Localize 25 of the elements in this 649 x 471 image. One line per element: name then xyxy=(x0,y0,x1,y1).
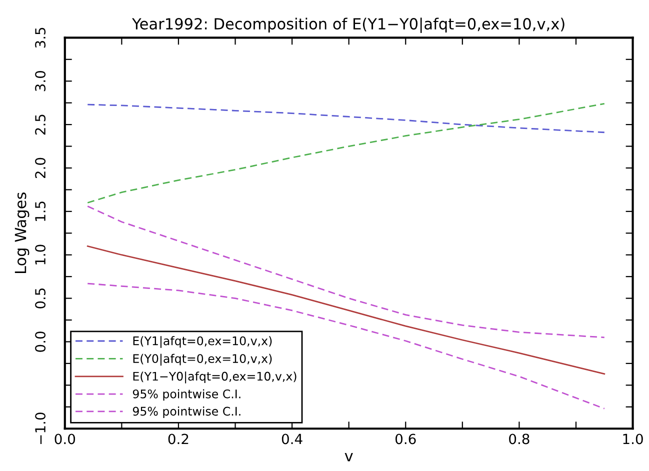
y-tick-label: 2.5 xyxy=(35,114,46,135)
legend-label: 95% pointwise C.I. xyxy=(132,406,240,418)
y-tick-label: 3.5 xyxy=(35,28,46,48)
legend-label: 95% pointwise C.I. xyxy=(132,389,240,401)
y-tick-label: 0.5 xyxy=(35,288,46,308)
x-tick-label: 0.2 xyxy=(168,434,188,444)
line-series xyxy=(86,104,606,134)
x-tick-label: 1.0 xyxy=(623,434,643,444)
y-tick-label: 1.5 xyxy=(35,202,46,221)
x-tick-label: 0.6 xyxy=(395,434,416,444)
y-tick-label: 0.0 xyxy=(35,332,46,352)
y-tick-label: 3.0 xyxy=(35,70,46,92)
x-axis-title: v xyxy=(344,452,353,462)
x-tick-label: 0.4 xyxy=(282,434,302,444)
x-tick-label: 0.0 xyxy=(54,434,76,444)
legend-label: E(Y1−Y0|afqt=0,ex=10,v,x) xyxy=(133,372,296,384)
y-tick-label: 2.0 xyxy=(35,158,46,178)
y-tick-label: 1.0 xyxy=(35,244,46,264)
legend-label: E(Y1|afqt=0,ex=10,v,x) xyxy=(133,336,272,348)
legend-label: E(Y0|afqt=0,ex=10,v,x) xyxy=(133,354,272,366)
chart-title: Year1992: Decomposition of E(Y1−Y0|afqt=0,ex=10,v,x) xyxy=(132,18,564,33)
y-tick-label: −1.0 xyxy=(35,412,46,444)
line-series xyxy=(86,103,606,204)
x-tick-label: 0.8 xyxy=(509,434,530,444)
y-axis-title: Log Wages xyxy=(14,192,30,273)
